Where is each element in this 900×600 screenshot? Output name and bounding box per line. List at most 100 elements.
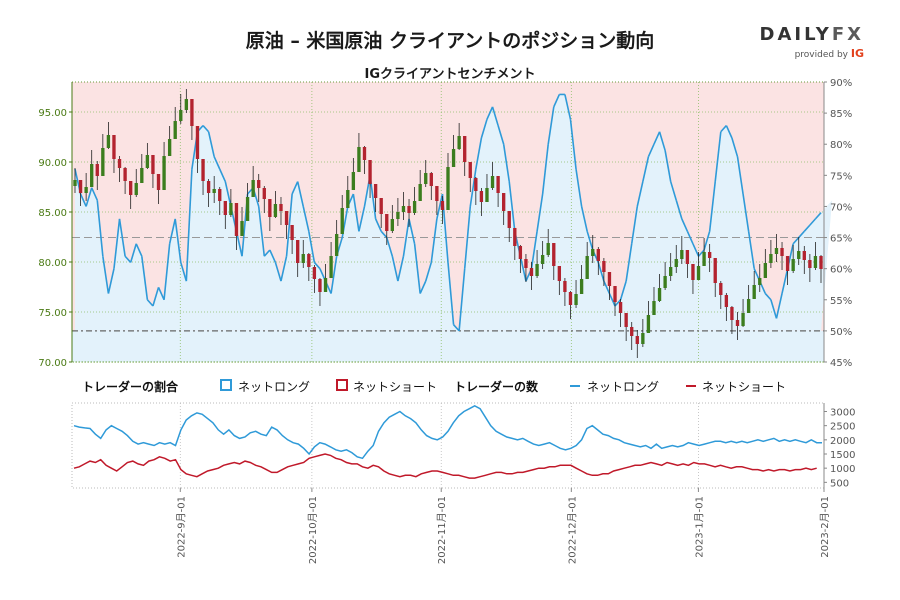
sentiment-line-segment [564, 94, 572, 120]
candle-body [296, 240, 300, 263]
candle-body [167, 139, 172, 156]
date-tick-label: 2022-10月-01 [307, 496, 319, 564]
sentiment-line-segment [580, 206, 588, 232]
candle-body [312, 267, 317, 279]
sentiment-line-segment [530, 231, 538, 269]
candle-body [746, 299, 751, 313]
candle-body [602, 261, 606, 272]
sentiment-line-segment [436, 193, 444, 220]
sentiment-line-segment [664, 150, 672, 182]
logo-provided-by: provided by [794, 50, 848, 60]
candle-body [507, 211, 511, 228]
legend-ratio-long: ネットロング [238, 380, 310, 394]
legend: トレーダーの割合 ネットロング ネットショート トレーダーの数 ネットロング ネ… [82, 379, 786, 394]
sentiment-line-segment [630, 206, 639, 244]
candle-body [162, 156, 166, 190]
sentiment-line-segment [447, 262, 455, 325]
candle-body [552, 243, 556, 266]
candle-body [234, 203, 239, 236]
candle-body [446, 167, 450, 210]
sentiment-line-segment [458, 268, 466, 331]
count-tick-label: 1000 [830, 464, 855, 475]
sentiment-line-segment [469, 168, 477, 207]
sentiment-line-segment [430, 218, 438, 263]
sentiment-line-segment [736, 156, 744, 195]
candle-body [596, 249, 600, 261]
price-tick-label: 75.00 [38, 308, 67, 319]
sentiment-line-segment [803, 224, 811, 232]
candle-body [240, 221, 244, 236]
sentiment-line-segment [486, 106, 494, 120]
sentiment-line-segment [291, 181, 299, 195]
price-tick-label: 85.00 [38, 208, 67, 219]
sentiment-line-segment [213, 156, 221, 170]
sentiment-line-segment [124, 255, 132, 263]
sentiment-line-segment [586, 231, 594, 251]
sentiment-line-segment [263, 249, 271, 257]
sentiment-line-segment [647, 143, 655, 157]
candle-body [329, 256, 333, 278]
candle-body [123, 168, 127, 181]
sentiment-line-segment [330, 256, 338, 294]
candle-body [802, 251, 806, 260]
sentiment-tick-label: 60% [830, 265, 852, 276]
sentiment-line-segment [669, 181, 678, 201]
sentiment-line-segment [224, 181, 232, 207]
sentiment-line-segment [781, 268, 789, 294]
candle-body [195, 126, 200, 159]
candle-body [707, 252, 712, 258]
sentiment-line-segment [480, 119, 488, 139]
sentiment-line-segment [681, 218, 689, 232]
date-tick-label: 2022-12月-01 [566, 496, 578, 564]
candle-body [346, 190, 350, 208]
candle-body [112, 135, 116, 159]
sentiment-line-segment [792, 237, 800, 245]
candle-body [457, 136, 461, 149]
candle-body [774, 248, 779, 254]
candle-body [696, 266, 701, 280]
date-tick-label: 2023-2月-01 [819, 496, 831, 558]
candle-body [502, 193, 506, 211]
candle-body [780, 248, 784, 256]
sentiment-line-segment [163, 243, 171, 300]
sentiment-line-segment [269, 249, 277, 263]
candle-body [212, 189, 216, 193]
count-long-line [73, 404, 822, 460]
sentiment-line-segment [463, 206, 472, 269]
count-frame [71, 402, 825, 489]
candle-body [424, 173, 428, 184]
sentiment-line-segment [747, 231, 755, 269]
sentiment-line-segment [79, 193, 87, 207]
count-tick-label: 1500 [830, 450, 855, 461]
candle-body [490, 176, 495, 188]
candle-body [641, 333, 645, 344]
candle-body [179, 110, 183, 121]
candle-body [407, 206, 411, 213]
sentiment-line-segment [692, 243, 700, 257]
sentiment-tick-label: 50% [830, 327, 852, 338]
candle-body [117, 159, 122, 168]
candle-body [652, 301, 656, 315]
candle-body [691, 264, 695, 280]
price-panel: 70.00 75.00 80.00 85.00 90.00 95.00 45% 50% 55% 6… [38, 78, 852, 369]
candle-body [173, 121, 177, 139]
sentiment-line-segment [152, 287, 160, 307]
sentiment-line-segment [374, 218, 382, 232]
chart-title: 原油 – 米国原油 クライアントのポジション動向 [245, 30, 655, 52]
legend-count-long: ネットロング [587, 380, 659, 394]
sentiment-line-segment [725, 125, 733, 139]
candle-body [657, 288, 662, 301]
sentiment-line-segment [519, 256, 527, 282]
candle-body [574, 294, 578, 305]
sentiment-area [75, 94, 833, 331]
sentiment-line-segment [770, 299, 778, 319]
candle-body [368, 160, 372, 184]
candle-body [719, 283, 723, 295]
sentiment-line-segment [575, 168, 583, 207]
candle-body [390, 219, 394, 231]
candle-body [257, 180, 261, 188]
sentiment-line-segment [302, 206, 310, 232]
date-tick-label: 2022-9月-01 [175, 496, 187, 558]
sentiment-line-segment [597, 262, 605, 282]
sentiment-line-segment [141, 256, 149, 300]
